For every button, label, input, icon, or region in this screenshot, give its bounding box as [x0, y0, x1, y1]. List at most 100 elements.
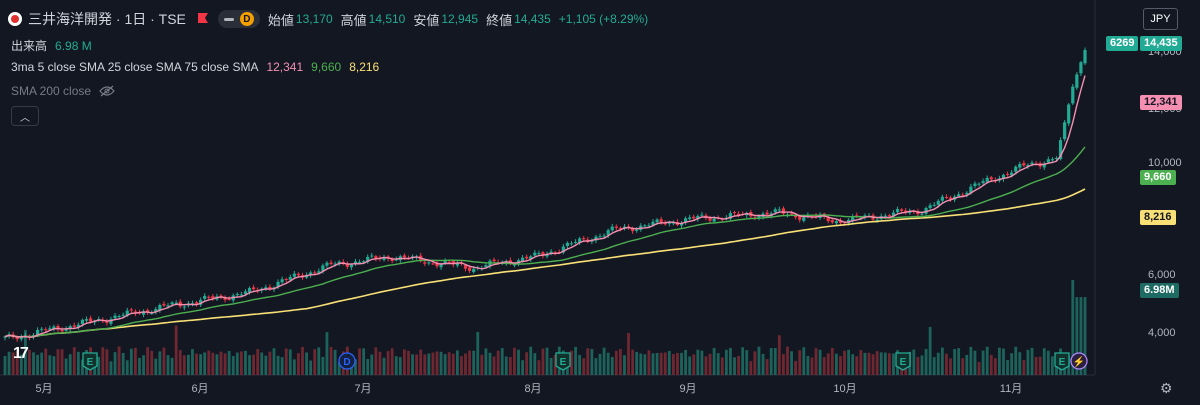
- volume-bar: [936, 352, 940, 375]
- candle-body: [545, 254, 549, 257]
- flag-icon[interactable]: [197, 13, 208, 25]
- volume-bar: [655, 352, 659, 375]
- volume-bar: [1034, 356, 1038, 375]
- volume-bar: [989, 354, 993, 375]
- japan-flag-icon: [8, 12, 22, 26]
- volume-bar: [875, 351, 879, 375]
- symbol-title[interactable]: 三井海洋開発 · 1日 · TSE: [28, 11, 186, 27]
- volume-bar: [28, 349, 31, 375]
- volume-bar: [203, 352, 207, 375]
- candle-body: [235, 294, 239, 296]
- collapse-legend-button[interactable]: ︿: [11, 106, 39, 126]
- earnings-marker: [82, 352, 98, 371]
- volume-bar: [321, 356, 325, 375]
- open-label: 始値: [267, 12, 294, 28]
- volume-bar: [500, 348, 504, 375]
- volume-bar: [52, 356, 56, 375]
- volume-bar: [427, 353, 431, 375]
- tradingview-logo[interactable]: 17: [13, 345, 29, 362]
- volume-bar: [692, 354, 696, 375]
- candle-body: [1050, 159, 1054, 161]
- event-marker-label: ⚡: [1073, 355, 1085, 368]
- chart-header: 三井海洋開発 · 1日 · TSE D 始値 13,170 高値 14,510 …: [8, 9, 656, 29]
- candle-body: [965, 192, 969, 195]
- candle-body: [773, 209, 777, 213]
- volume-bar: [121, 352, 125, 375]
- candle-body: [268, 286, 272, 289]
- volume-bar: [484, 348, 488, 375]
- sma25-line: [4, 146, 1086, 338]
- currency-button[interactable]: JPY: [1143, 8, 1178, 30]
- candle-body: [700, 214, 704, 216]
- volume-bar: [415, 354, 419, 375]
- volume-bar: [309, 360, 313, 375]
- sma200-legend[interactable]: SMA 200 close: [11, 84, 115, 98]
- volume-bar: [256, 349, 260, 375]
- volume-bar: [537, 360, 541, 375]
- volume-bar: [366, 358, 370, 375]
- candle-body: [810, 215, 814, 217]
- volume-bar: [68, 354, 72, 375]
- volume-bar: [883, 352, 887, 375]
- d-badge: D: [239, 12, 254, 26]
- candle-body: [374, 256, 378, 259]
- volume-bar: [443, 354, 447, 375]
- candle-body: [606, 230, 610, 236]
- volume-bar: [912, 349, 916, 375]
- candle-body: [561, 246, 565, 253]
- candle-body: [969, 186, 973, 194]
- volume-bar: [945, 353, 948, 375]
- time-tick-label: 5月: [35, 383, 52, 395]
- candle-body: [1014, 166, 1018, 172]
- candle-body: [447, 261, 451, 263]
- candle-body: [1075, 74, 1079, 88]
- candle-body: [618, 227, 622, 229]
- volume-bar: [1018, 352, 1022, 375]
- volume-bar: [594, 358, 598, 375]
- time-tick-label: 8月: [524, 383, 541, 395]
- candle-body: [239, 294, 243, 296]
- candle-body: [1071, 86, 1075, 104]
- volume-bar: [138, 357, 141, 375]
- volume-bar: [863, 352, 867, 375]
- volume-legend[interactable]: 出来高 6.98 M: [11, 37, 92, 54]
- volume-bar: [170, 357, 174, 375]
- sma-legend[interactable]: 3ma 5 close SMA 25 close SMA 75 close SM…: [11, 60, 379, 74]
- volume-bar: [729, 348, 732, 375]
- volume-bar: [19, 354, 23, 375]
- volume-bar: [211, 352, 215, 375]
- candle-body: [957, 194, 961, 197]
- candle-body: [647, 225, 651, 227]
- candle-body: [569, 243, 574, 245]
- volume-value: 6.98 M: [55, 38, 92, 53]
- volume-bar: [252, 354, 256, 375]
- candle-body: [525, 256, 529, 259]
- candle-body: [333, 263, 337, 265]
- candle-body: [814, 215, 818, 218]
- volume-bar: [297, 353, 300, 375]
- volume-bar: [402, 349, 406, 375]
- volume-bar: [129, 348, 133, 375]
- volume-bar: [765, 359, 769, 375]
- volume-bar: [549, 357, 553, 375]
- volume-bar: [867, 352, 871, 375]
- candle-body: [125, 310, 129, 316]
- candle-body: [582, 238, 586, 240]
- gear-icon[interactable]: ⚙: [1160, 380, 1173, 396]
- volume-bar: [798, 350, 802, 375]
- candle-body: [802, 217, 806, 221]
- volume-bar: [81, 359, 84, 375]
- volume-bar: [488, 352, 492, 375]
- low-label: 安値: [413, 12, 440, 28]
- volume-bar: [940, 347, 944, 375]
- volume-bar: [48, 355, 52, 375]
- volume-bar: [676, 352, 679, 375]
- volume-bar: [834, 353, 838, 375]
- eye-hidden-icon[interactable]: [99, 85, 115, 97]
- volume-bar: [504, 356, 508, 375]
- candle-body: [435, 262, 439, 267]
- volume-bar: [460, 356, 463, 375]
- market-status-pill[interactable]: D: [217, 10, 260, 28]
- volume-bar: [72, 347, 76, 375]
- volume-bar: [162, 347, 166, 375]
